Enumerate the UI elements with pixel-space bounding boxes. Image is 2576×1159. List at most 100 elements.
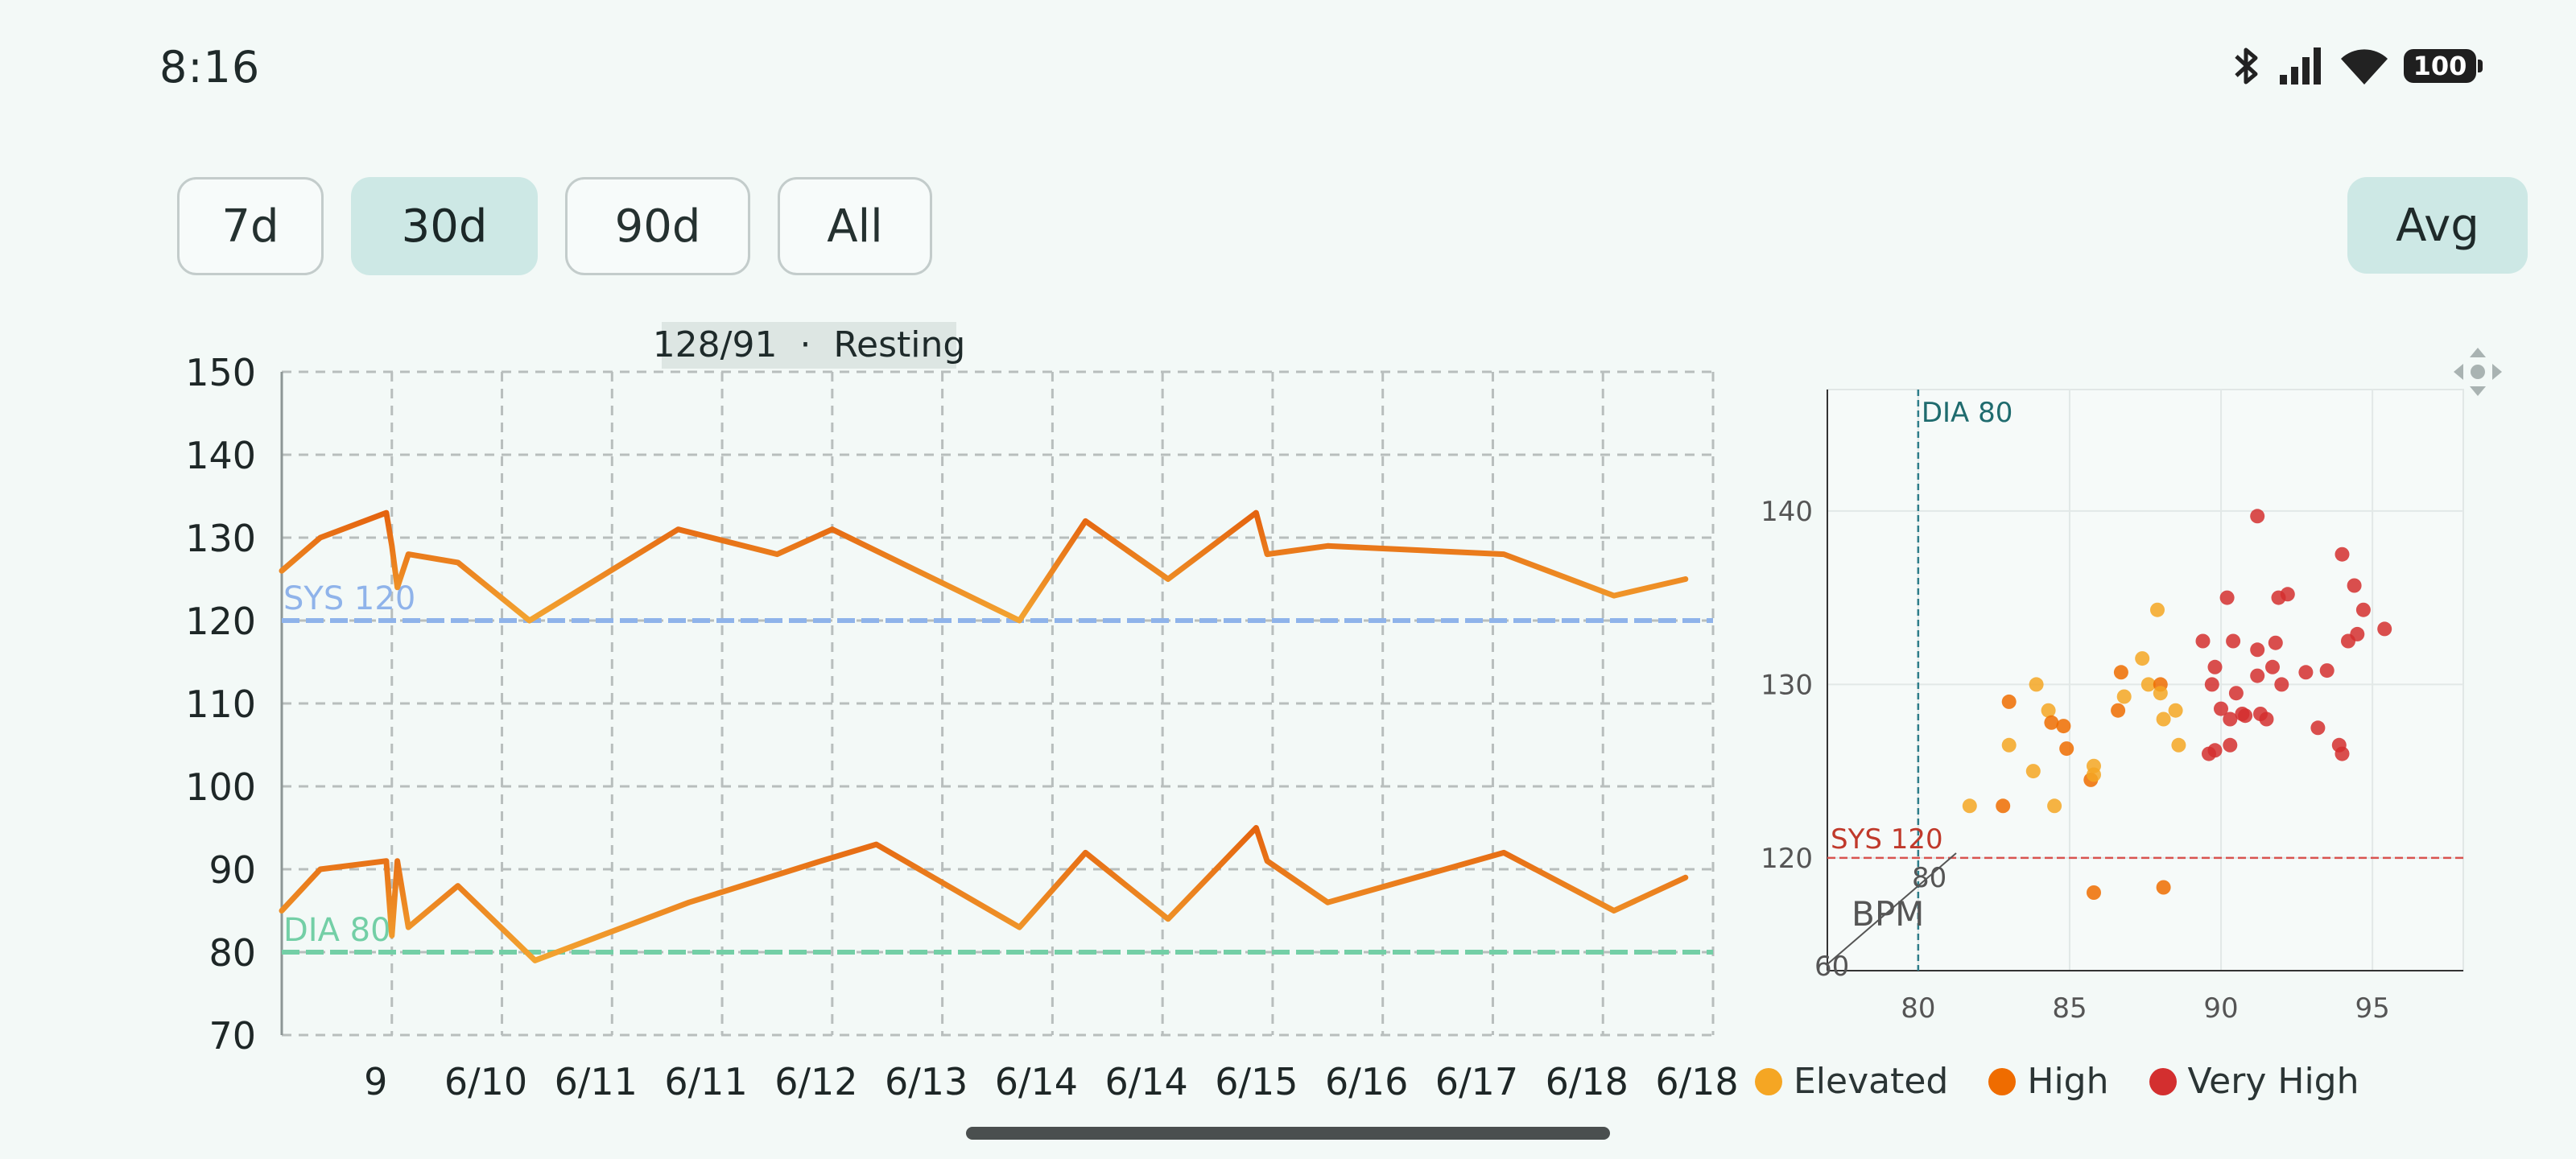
scatter-point <box>1962 798 1977 814</box>
avg-button[interactable]: Avg <box>2347 177 2528 274</box>
scatter-point <box>2214 701 2228 716</box>
scatter-point <box>2153 686 2168 701</box>
scatter-point <box>2150 602 2165 617</box>
scatter-point <box>2041 703 2056 718</box>
trend-x-tick: 6/17 <box>1435 1060 1518 1103</box>
scatter-y-tick: 120 <box>1761 843 1813 875</box>
scatter-point <box>2087 767 2101 782</box>
scatter-point <box>2025 764 2041 779</box>
scatter-point <box>2238 708 2253 724</box>
bp-trend-chart[interactable]: SYS 120 DIA 80 150 140 130 120 110 100 90 80 70 9… <box>0 306 1739 1119</box>
scatter-point <box>2029 677 2044 692</box>
trend-x-tick: 6/10 <box>444 1060 527 1103</box>
trend-y-axis: 150 140 130 120 110 100 90 80 70 <box>185 351 256 1058</box>
trend-y-tick: 100 <box>185 765 256 809</box>
trend-y-tick: 110 <box>185 683 256 726</box>
diastolic-series-line <box>279 825 1689 963</box>
sys-120-label: SYS 120 <box>1831 823 1943 856</box>
trend-x-tick: 6/11 <box>664 1060 747 1103</box>
trend-x-tick: 9 <box>364 1060 387 1103</box>
scatter-point <box>2280 587 2295 602</box>
tab-7d[interactable]: 7d <box>177 177 324 275</box>
scatter-legend: Elevated High Very High <box>1755 1061 2359 1102</box>
scatter-point <box>2268 635 2283 650</box>
scatter-point <box>2087 885 2101 900</box>
scatter-x-tick: 90 <box>2203 992 2238 1025</box>
scatter-point <box>2250 668 2265 683</box>
trend-x-axis: 9 6/10 6/11 6/11 6/12 6/13 6/14 6/14 6/15 6/16 6/1… <box>364 1060 1739 1103</box>
legend-high-label: High <box>2027 1061 2109 1102</box>
scatter-point <box>2113 665 2128 680</box>
legend-high[interactable]: High <box>1988 1061 2109 1102</box>
range-tabs: 7d 30d 90d All <box>177 177 932 275</box>
status-time: 8:16 <box>159 42 261 93</box>
trend-grid <box>280 370 1715 1037</box>
scatter-point <box>2001 737 2017 753</box>
trend-reference-lines: SYS 120 DIA 80 <box>282 580 1713 955</box>
scatter-point <box>2347 578 2362 593</box>
trend-series <box>279 509 1689 963</box>
scatter-point <box>2056 719 2071 734</box>
battery-icon: 100 <box>2404 49 2483 83</box>
scatter-point <box>2223 711 2238 727</box>
trend-x-tick: 6/18 <box>1655 1060 1738 1103</box>
scatter-point <box>2310 720 2326 736</box>
trend-x-tick: 6/11 <box>555 1060 638 1103</box>
scatter-x-tick: 95 <box>2355 992 2390 1025</box>
scatter-y-tick: 140 <box>1761 496 1813 528</box>
bpm-tick-80: 80 <box>1912 862 1946 894</box>
scatter-point <box>2059 741 2074 757</box>
scatter-y-tick: 130 <box>1761 669 1813 701</box>
trend-x-tick: 6/12 <box>774 1060 857 1103</box>
systolic-series-line <box>279 509 1689 624</box>
scatter-point <box>2047 798 2062 814</box>
scatter-point <box>2319 663 2334 678</box>
scatter-point <box>2265 659 2280 674</box>
tooltip-text: 128/91 · Resting <box>653 324 966 365</box>
move-icon[interactable] <box>2452 346 2504 398</box>
status-icons: 100 <box>2231 42 2483 90</box>
home-indicator[interactable] <box>966 1127 1610 1140</box>
scatter-point <box>2116 689 2132 704</box>
tab-30d[interactable]: 30d <box>351 177 538 275</box>
scatter-point <box>2226 633 2241 649</box>
tooltip-background <box>662 322 956 369</box>
legend-high-dot <box>1988 1067 2017 1095</box>
scatter-reference-lines: DIA 80 SYS 120 <box>1827 390 2463 971</box>
scatter-point <box>2207 743 2223 758</box>
scatter-point <box>2377 621 2392 637</box>
scatter-point <box>2259 711 2274 727</box>
legend-elevated[interactable]: Elevated <box>1755 1061 1948 1102</box>
legend-elevated-dot <box>1755 1067 1782 1095</box>
trend-y-tick: 130 <box>185 517 256 560</box>
scatter-point <box>2207 659 2223 674</box>
trend-x-tick: 6/14 <box>995 1060 1078 1103</box>
trend-x-tick: 6/16 <box>1325 1060 1408 1103</box>
legend-very-high-dot <box>2149 1067 2177 1095</box>
scatter-point <box>2044 715 2059 730</box>
legend-very-high-label: Very High <box>2187 1061 2359 1102</box>
scatter-point <box>2250 642 2265 658</box>
scatter-point <box>2171 737 2186 753</box>
scatter-point <box>2140 677 2156 692</box>
tab-90d[interactable]: 90d <box>565 177 750 275</box>
scatter-point <box>2204 677 2219 692</box>
trend-y-tick: 80 <box>208 931 256 975</box>
tab-all[interactable]: All <box>778 177 932 275</box>
trend-x-tick: 6/18 <box>1546 1060 1629 1103</box>
signal-icon <box>2280 47 2321 85</box>
legend-very-high[interactable]: Very High <box>2149 1061 2359 1102</box>
trend-tooltip: 128/91 · Resting <box>653 322 966 369</box>
scatter-point <box>2219 590 2235 605</box>
dia-80-label: DIA 80 <box>1922 397 2013 429</box>
bpm-label: BPM <box>1852 894 1924 934</box>
dia-80-label: DIA 80 <box>283 912 391 949</box>
scatter-axes: 80 85 90 95 120 130 140 <box>1761 496 2390 1025</box>
status-bar: 8:16 100 <box>0 0 2576 137</box>
scatter-point <box>2355 602 2371 617</box>
bpm-axis-line <box>1827 852 1957 965</box>
scatter-x-tick: 80 <box>1901 992 1935 1025</box>
scatter-x-tick: 85 <box>2052 992 2087 1025</box>
bp-scatter-chart[interactable]: DIA 80 SYS 120 80 85 90 95 120 130 140 BPM 80 6… <box>1739 338 2512 1030</box>
bpm-tick-60: 60 <box>1814 951 1849 983</box>
